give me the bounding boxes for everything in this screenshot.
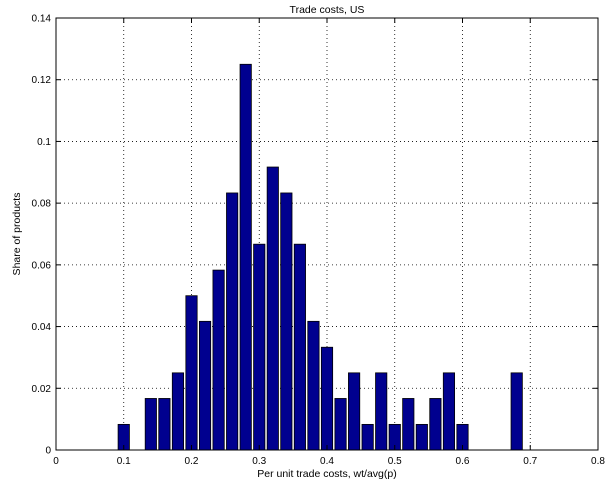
x-tick-label: 0.6 xyxy=(456,456,470,467)
histogram-bar xyxy=(185,295,198,451)
histogram-bar xyxy=(375,372,388,451)
chart-title: Trade costs, US xyxy=(290,4,365,16)
x-tick-label: 0.2 xyxy=(185,456,199,467)
x-tick-label: 0.4 xyxy=(320,456,334,467)
x-axis-label: Per unit trade costs, wt/avg(p) xyxy=(257,468,396,480)
histogram-bar xyxy=(158,398,171,451)
histogram-bar xyxy=(293,243,306,451)
y-tick-label: 0.12 xyxy=(32,75,52,86)
histogram-bar xyxy=(307,320,320,451)
x-tick-label: 0.5 xyxy=(388,456,402,467)
y-tick-label: 0.14 xyxy=(32,14,52,25)
y-tick-label: 0.02 xyxy=(32,384,52,395)
histogram-bar xyxy=(442,372,456,451)
histogram-bar xyxy=(510,372,523,451)
axis-ticks: 0 0.1 0.2 0.3 0.4 0.5 0.6 0.7 0.8 0 0.02 0.04 0.06 0.… xyxy=(32,14,605,468)
y-tick-label: 0.1 xyxy=(37,137,51,148)
histogram-bar xyxy=(415,423,428,451)
histogram-bar xyxy=(226,192,239,451)
histogram-bar xyxy=(348,372,361,451)
y-tick-label: 0 xyxy=(45,446,51,457)
y-tick-label: 0.04 xyxy=(32,322,52,333)
histogram-bar xyxy=(171,372,185,451)
x-tick-label: 0.7 xyxy=(523,456,537,467)
histogram-bar xyxy=(266,166,279,451)
histogram-bar xyxy=(212,269,225,451)
histogram-bar xyxy=(402,398,415,451)
bar-series xyxy=(117,63,523,451)
histogram-bar xyxy=(198,320,212,451)
x-tick-label: 0.3 xyxy=(252,456,266,467)
x-tick-label: 0.1 xyxy=(117,456,131,467)
histogram-bar xyxy=(239,63,252,451)
histogram-bar xyxy=(320,346,334,451)
x-tick-label: 0.8 xyxy=(591,456,605,467)
histogram-bar xyxy=(253,243,266,451)
histogram-bar xyxy=(280,192,293,451)
y-axis-label: Share of products xyxy=(11,193,23,276)
x-tick-label: 0 xyxy=(53,456,59,467)
grid-lines xyxy=(56,18,598,450)
histogram-bar xyxy=(144,398,157,451)
histogram-bar xyxy=(334,398,347,451)
y-tick-label: 0.08 xyxy=(32,199,52,210)
histogram-bar xyxy=(429,398,442,451)
y-tick-label: 0.06 xyxy=(32,260,52,271)
histogram-bar xyxy=(361,423,374,451)
